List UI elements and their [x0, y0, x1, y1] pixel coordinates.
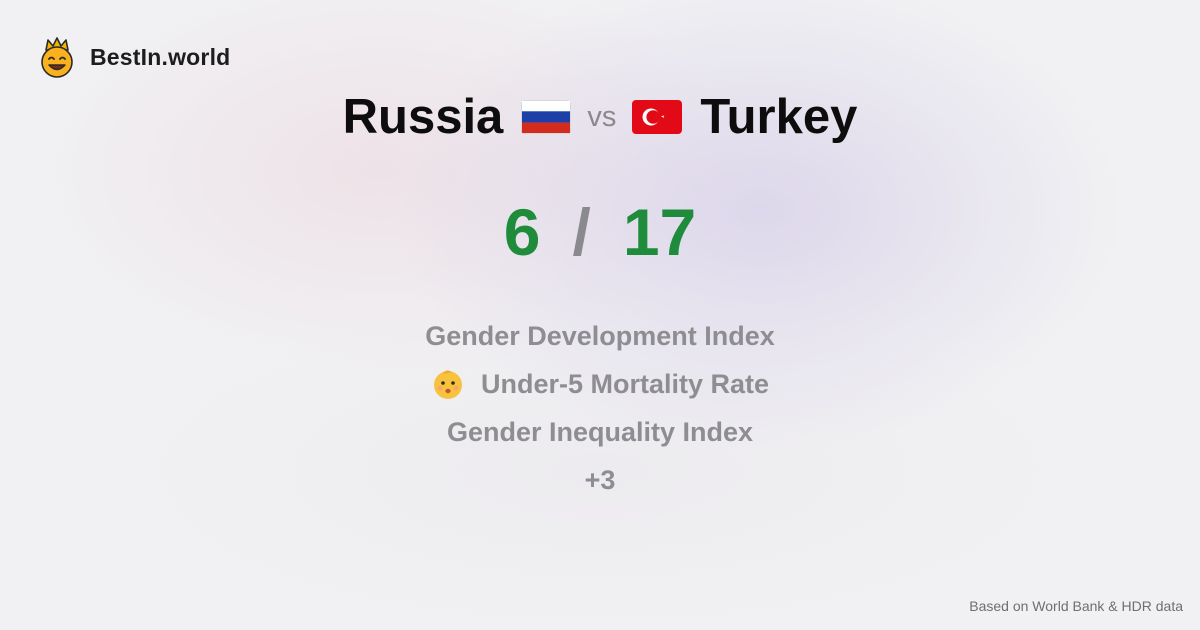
brand-header[interactable]: BestIn.world: [38, 36, 230, 78]
right-country-name: Turkey: [700, 90, 858, 144]
vs-label: vs: [587, 100, 617, 133]
data-source-note: Based on World Bank & HDR data: [969, 598, 1183, 614]
right-score: 17: [622, 195, 697, 269]
metric-item: Under-5 Mortality Rate: [431, 360, 769, 408]
metric-label: Gender Inequality Index: [446, 416, 754, 447]
baby-face-icon: [433, 370, 462, 399]
metric-list: Gender Development Index Under-5 Mortali…: [0, 312, 1200, 504]
metric-label: Gender Development Index: [425, 320, 775, 351]
score-display: 6 / 17: [0, 192, 1200, 272]
left-country-name: Russia: [342, 90, 504, 144]
metric-item: Gender Development Index: [425, 312, 775, 360]
brand-name: BestIn.world: [90, 43, 231, 70]
metric-label: Under-5 Mortality Rate: [480, 368, 770, 399]
comparison-title: Russia vs Turkey: [0, 86, 1200, 148]
metric-item: Gender Inequality Index: [447, 408, 753, 456]
left-score: 6: [503, 195, 541, 269]
score-separator: /: [572, 195, 591, 269]
russia-flag-icon: [521, 100, 572, 134]
turkey-flag-icon: [632, 100, 683, 134]
more-metrics-count: +3: [584, 464, 616, 495]
crowned-smiley-icon: [41, 37, 73, 78]
